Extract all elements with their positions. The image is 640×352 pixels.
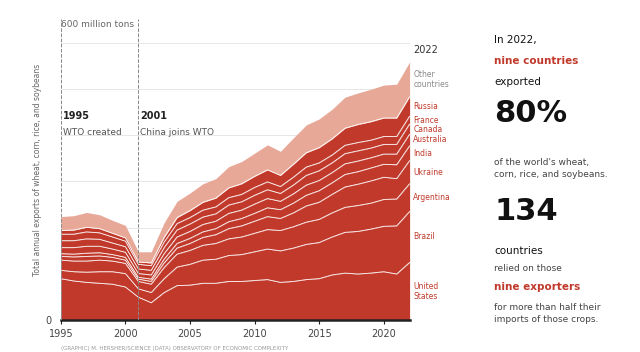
- Text: France: France: [413, 115, 439, 125]
- Text: Russia: Russia: [413, 102, 438, 111]
- Text: 80%: 80%: [494, 99, 567, 127]
- Text: relied on those: relied on those: [494, 264, 562, 273]
- Text: exported: exported: [494, 77, 541, 87]
- Text: countries: countries: [494, 246, 543, 256]
- Text: Australia: Australia: [413, 136, 448, 144]
- Text: nine countries: nine countries: [494, 56, 579, 66]
- Text: In 2022,: In 2022,: [494, 35, 537, 45]
- Text: Ukraine: Ukraine: [413, 168, 443, 177]
- Text: Other
countries: Other countries: [413, 70, 449, 89]
- Text: nine exporters: nine exporters: [494, 282, 580, 291]
- Text: 2001: 2001: [140, 111, 167, 121]
- Text: Brazil: Brazil: [413, 232, 435, 241]
- Text: India: India: [413, 149, 432, 158]
- Text: for more than half their
imports of those crops.: for more than half their imports of thos…: [494, 303, 600, 323]
- Text: of the world's wheat,
corn, rice, and soybeans.: of the world's wheat, corn, rice, and so…: [494, 158, 608, 179]
- Text: China joins WTO: China joins WTO: [140, 128, 214, 137]
- Text: 1995: 1995: [63, 111, 90, 121]
- Text: (GRAPHIC) M. HERSHER/SCIENCE (DATA) OBSERVATORY OF ECONOMIC COMPLEXITY: (GRAPHIC) M. HERSHER/SCIENCE (DATA) OBSE…: [61, 346, 288, 351]
- Text: United
States: United States: [413, 282, 438, 301]
- Text: Canada: Canada: [413, 125, 442, 134]
- Text: Argentina: Argentina: [413, 193, 451, 202]
- Text: WTO created: WTO created: [63, 128, 122, 137]
- Y-axis label: Total annual exports of wheat, corn, rice, and soybeans: Total annual exports of wheat, corn, ric…: [33, 64, 42, 276]
- Text: 134: 134: [494, 197, 557, 226]
- Text: 2022: 2022: [413, 45, 438, 55]
- Text: 600 million tons: 600 million tons: [61, 20, 134, 29]
